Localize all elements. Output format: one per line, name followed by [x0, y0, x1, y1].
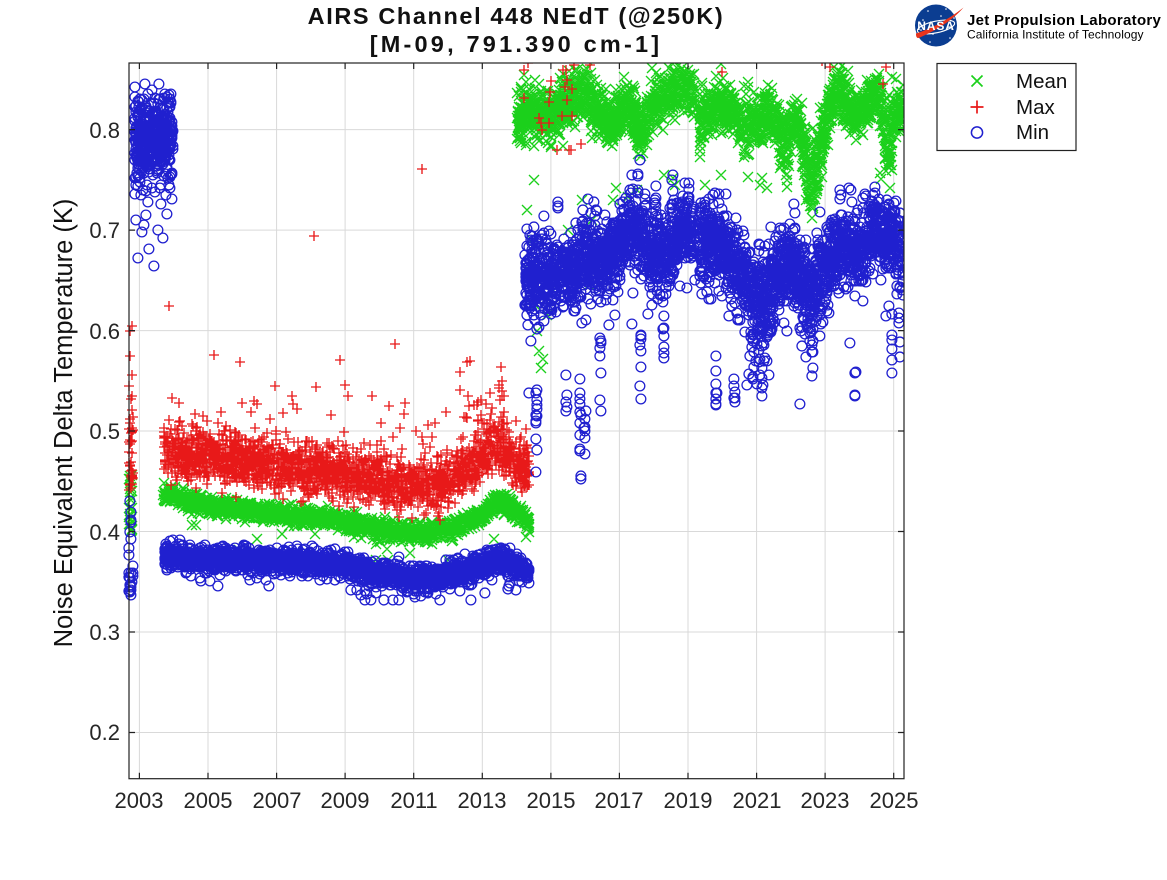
svg-text:2023: 2023 [801, 788, 850, 813]
svg-text:Jet Propulsion Laboratory: Jet Propulsion Laboratory [967, 12, 1162, 29]
svg-text:2017: 2017 [595, 788, 644, 813]
svg-text:0.2: 0.2 [89, 720, 120, 745]
svg-text:Mean: Mean [1016, 70, 1067, 93]
svg-text:2007: 2007 [253, 788, 302, 813]
svg-text:0.3: 0.3 [89, 620, 120, 645]
svg-text:0.8: 0.8 [89, 118, 120, 143]
svg-text:0.7: 0.7 [89, 218, 120, 243]
svg-text:Noise Equivalent Delta Tempera: Noise Equivalent Delta Temperature (K) [50, 199, 78, 648]
svg-text:2011: 2011 [390, 788, 437, 813]
svg-text:2009: 2009 [321, 788, 370, 813]
svg-text:0.4: 0.4 [89, 520, 120, 545]
svg-text:2015: 2015 [527, 788, 576, 813]
svg-text:2019: 2019 [664, 788, 713, 813]
svg-text:AIRS Channel 448 NEdT (@250K): AIRS Channel 448 NEdT (@250K) [308, 3, 725, 29]
svg-text:2005: 2005 [184, 788, 233, 813]
svg-text:California Institute of Techno: California Institute of Technology [967, 28, 1144, 42]
svg-text:2003: 2003 [115, 788, 164, 813]
svg-text:2025: 2025 [870, 788, 919, 813]
svg-text:Max: Max [1016, 96, 1055, 119]
svg-text:2021: 2021 [733, 788, 782, 813]
svg-text:[M-09, 791.390 cm-1]: [M-09, 791.390 cm-1] [370, 31, 663, 57]
svg-text:0.6: 0.6 [89, 319, 120, 344]
svg-text:2013: 2013 [458, 788, 507, 813]
svg-text:0.5: 0.5 [89, 419, 120, 444]
svg-text:Min: Min [1016, 121, 1049, 144]
svg-text:NASA: NASA [917, 19, 955, 33]
